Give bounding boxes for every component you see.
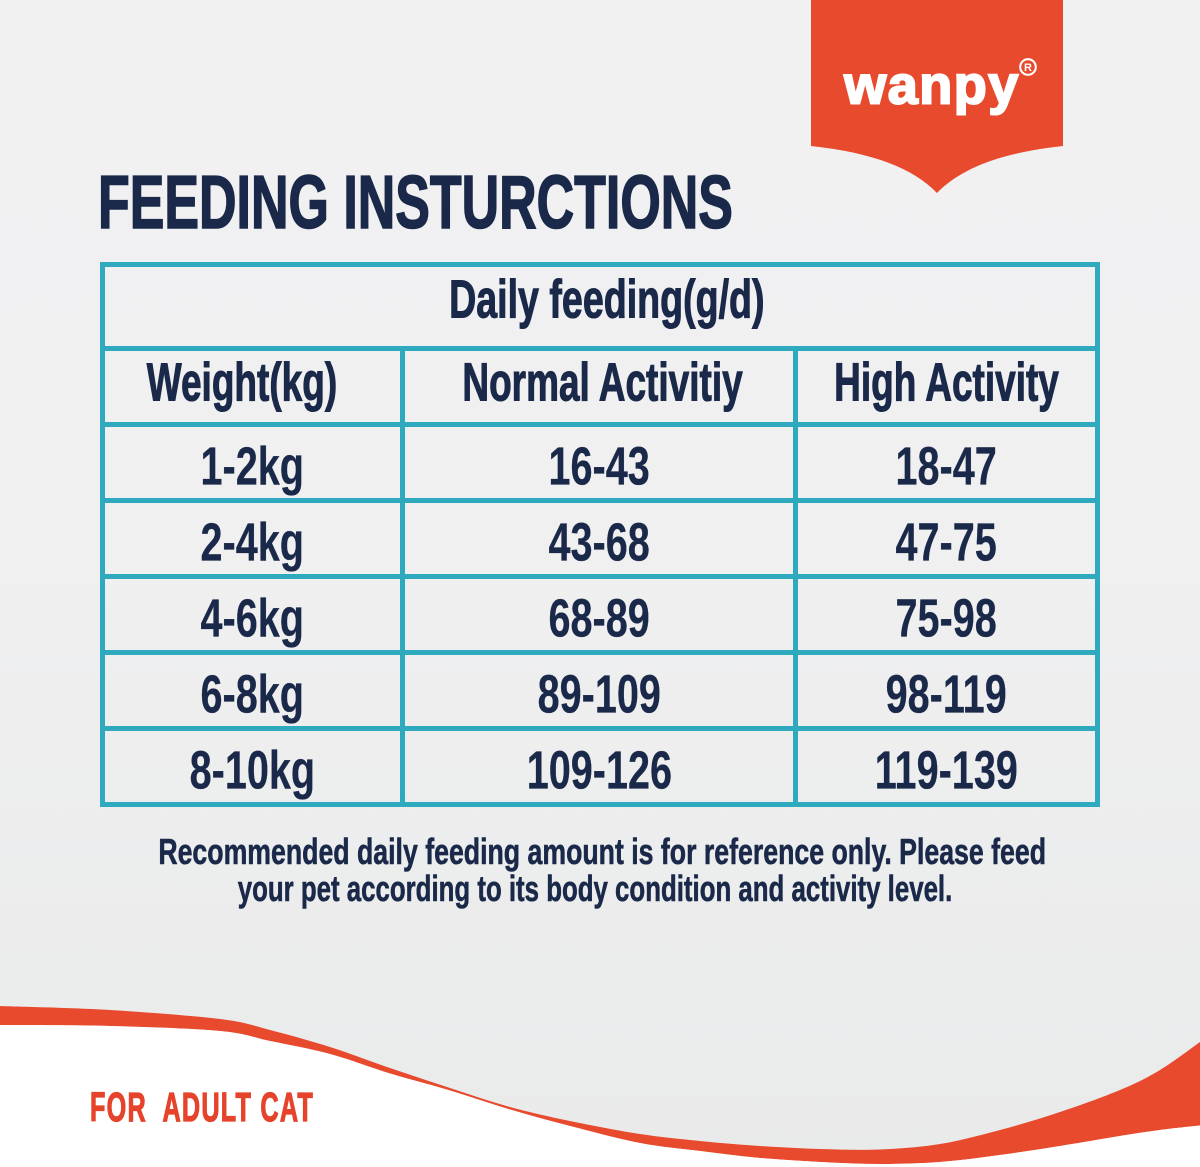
svg-text:wanpy: wanpy bbox=[843, 56, 1020, 116]
svg-text:R: R bbox=[1024, 62, 1032, 74]
